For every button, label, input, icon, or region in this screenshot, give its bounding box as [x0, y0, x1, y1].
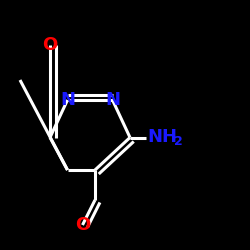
Text: O: O — [42, 36, 58, 54]
Text: 2: 2 — [174, 135, 182, 148]
Text: N: N — [105, 91, 120, 109]
Text: O: O — [75, 216, 90, 234]
Text: NH: NH — [148, 128, 178, 146]
Text: N: N — [60, 91, 75, 109]
